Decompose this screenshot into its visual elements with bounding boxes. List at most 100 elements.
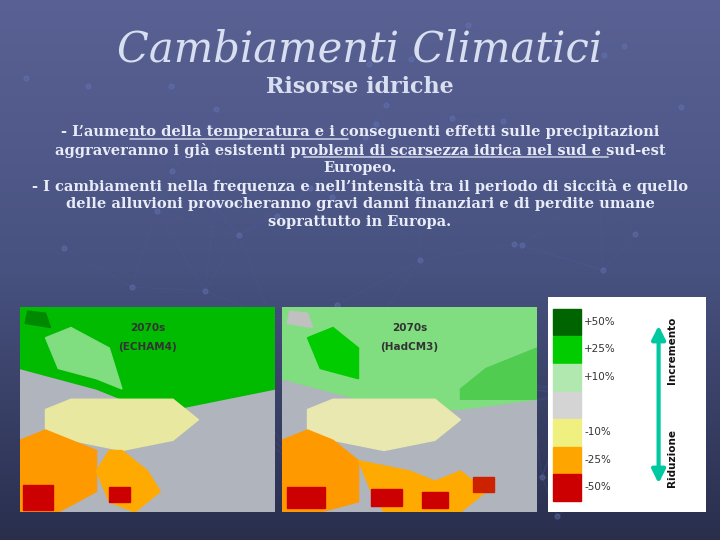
Polygon shape [307, 327, 359, 379]
Bar [0, 419, 720, 420]
Bar [0, 287, 720, 288]
Bar [553, 447, 581, 474]
Bar [0, 253, 720, 254]
Bar [0, 390, 720, 391]
Bar [0, 450, 720, 451]
Bar [0, 433, 720, 434]
Bar [0, 319, 720, 320]
Bar [0, 463, 720, 464]
Bar [0, 343, 720, 344]
Bar [0, 494, 720, 495]
Polygon shape [20, 430, 96, 512]
Bar [0, 115, 720, 116]
Polygon shape [287, 311, 312, 327]
Bar [0, 193, 720, 194]
Bar [0, 33, 720, 34]
Text: -25%: -25% [585, 455, 611, 465]
Bar [0, 321, 720, 322]
Bar [0, 31, 720, 32]
Bar [0, 35, 720, 36]
Bar [0, 443, 720, 444]
Bar [0, 46, 720, 47]
Bar [0, 538, 720, 539]
Bar [0, 11, 720, 12]
Bar [0, 158, 720, 159]
Bar [0, 29, 720, 30]
Bar [0, 248, 720, 249]
Bar [0, 88, 720, 89]
Bar [0, 392, 720, 393]
Bar [0, 435, 720, 436]
Bar [0, 473, 720, 474]
Bar [0, 501, 720, 502]
Bar [0, 207, 720, 208]
Bar [0, 222, 720, 223]
Bar [0, 119, 720, 120]
Bar [0, 146, 720, 147]
Bar [0, 327, 720, 328]
Bar [0, 388, 720, 389]
Bar [0, 469, 720, 470]
Bar [0, 481, 720, 482]
Bar [0, 368, 720, 369]
Bar [0, 245, 720, 246]
Bar [0, 437, 720, 438]
Bar [0, 259, 720, 260]
Bar [0, 397, 720, 398]
Bar [0, 196, 720, 197]
Bar [0, 200, 720, 201]
Bar [0, 474, 720, 475]
Bar [0, 163, 720, 164]
Bar [0, 439, 720, 440]
Bar [0, 286, 720, 287]
Bar [0, 427, 720, 428]
Bar [0, 506, 720, 507]
Bar [0, 100, 720, 101]
Bar [0, 421, 720, 422]
Bar [0, 198, 720, 199]
Bar [0, 482, 720, 483]
Bar [0, 434, 720, 435]
Bar [0, 2, 720, 3]
Polygon shape [96, 450, 161, 512]
Bar [0, 215, 720, 216]
Text: (ECHAM4): (ECHAM4) [118, 342, 177, 352]
Bar [0, 178, 720, 179]
Bar [0, 224, 720, 225]
Bar [0, 173, 720, 174]
Bar [0, 414, 720, 415]
Bar [0, 225, 720, 226]
Bar [0, 359, 720, 360]
Bar [0, 157, 720, 158]
Bar [0, 329, 720, 330]
Bar [0, 170, 720, 171]
Bar [0, 267, 720, 268]
Bar [0, 311, 720, 312]
Bar [0, 76, 720, 77]
Bar [0, 77, 720, 78]
Text: soprattutto in Europa.: soprattutto in Europa. [269, 215, 451, 229]
Bar [372, 489, 402, 506]
Bar [0, 519, 720, 520]
Bar [0, 409, 720, 410]
Bar [0, 268, 720, 269]
Bar [0, 426, 720, 427]
Bar [0, 59, 720, 60]
Bar [0, 300, 720, 301]
Text: (HadCM3): (HadCM3) [380, 342, 438, 352]
Bar [0, 512, 720, 513]
Text: - L’aumento della temperatura e i conseguenti effetti sulle precipitazioni: - L’aumento della temperatura e i conseg… [60, 125, 660, 139]
Bar [0, 58, 720, 59]
Polygon shape [282, 307, 537, 409]
Bar [0, 412, 720, 413]
Bar [0, 480, 720, 481]
Bar [0, 378, 720, 379]
Bar [0, 521, 720, 522]
Bar [0, 532, 720, 533]
Bar [0, 456, 720, 457]
Bar [0, 307, 720, 308]
Bar [0, 125, 720, 126]
Bar [0, 381, 720, 382]
Bar [0, 205, 720, 206]
Bar [0, 527, 720, 528]
